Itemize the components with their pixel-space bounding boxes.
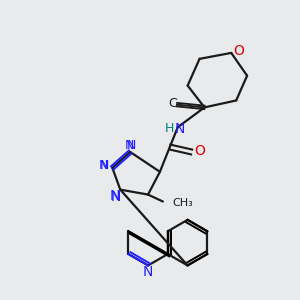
Text: O: O — [234, 44, 244, 58]
Text: O: O — [194, 144, 205, 158]
Text: N: N — [109, 189, 119, 202]
Text: N: N — [143, 266, 153, 279]
Text: N: N — [110, 190, 121, 204]
Text: N: N — [127, 139, 136, 152]
Text: H: H — [165, 122, 175, 135]
Text: N: N — [124, 139, 134, 152]
Text: N: N — [100, 159, 109, 172]
Text: N: N — [99, 159, 108, 172]
Text: C: C — [169, 97, 177, 110]
Text: N: N — [175, 122, 185, 136]
Text: CH₃: CH₃ — [173, 199, 194, 208]
